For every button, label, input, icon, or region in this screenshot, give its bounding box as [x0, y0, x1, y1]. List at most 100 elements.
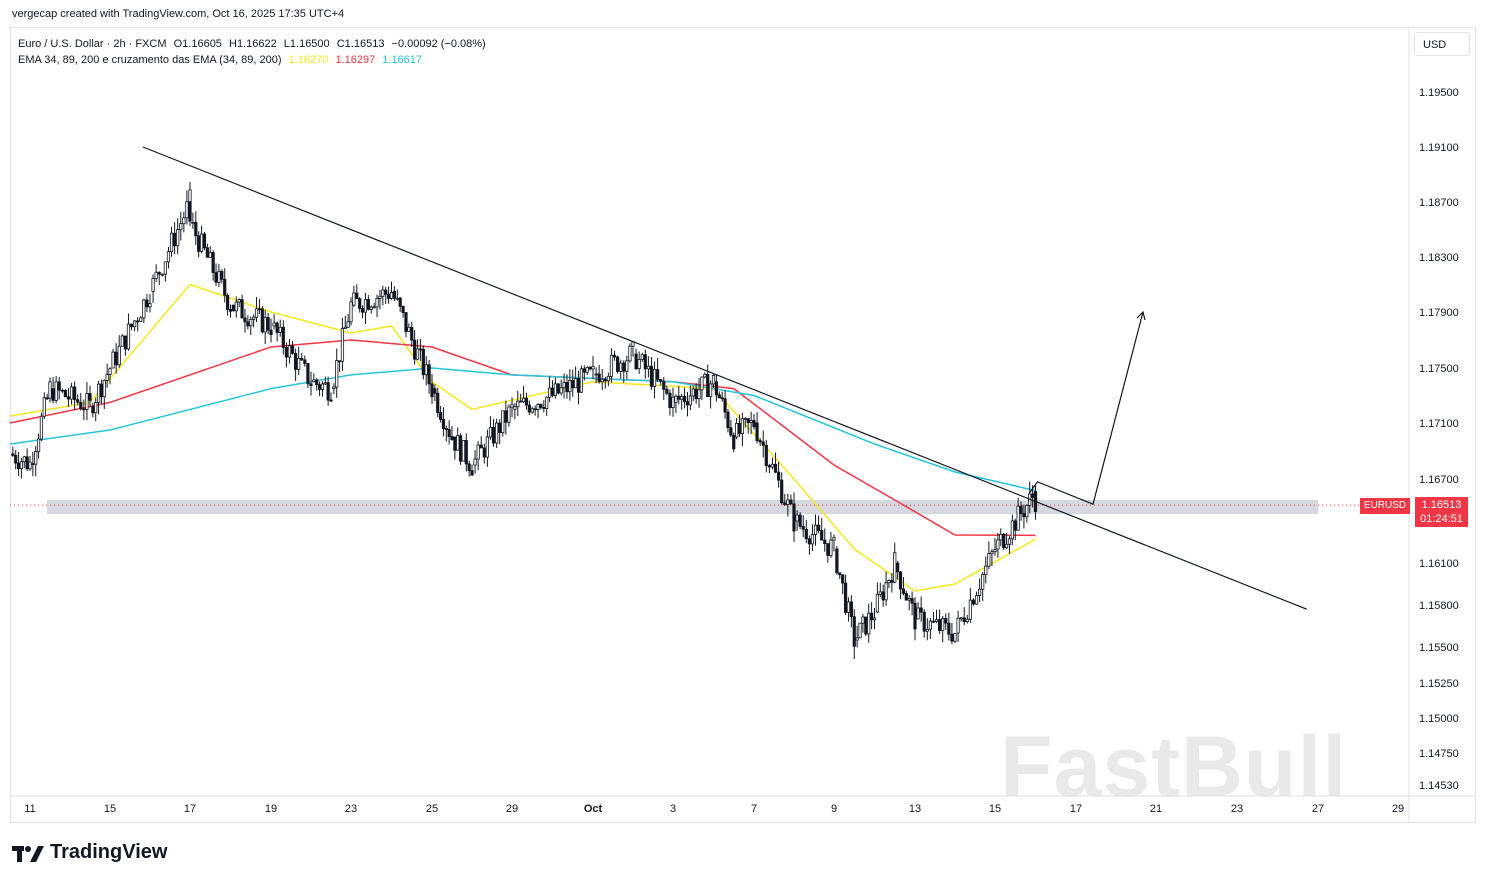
candle-body [823, 539, 827, 544]
candle-body [464, 440, 468, 465]
x-tick-label: 13 [909, 803, 921, 815]
candle-body [96, 383, 101, 403]
candle-body [28, 461, 32, 470]
candle-body [430, 383, 434, 398]
candle-body [349, 301, 353, 323]
candle-body [959, 617, 963, 620]
candle-body [887, 580, 891, 584]
candle-body [792, 503, 796, 532]
candle-body [436, 392, 440, 413]
candle-body [126, 323, 131, 350]
candle-body [485, 436, 489, 458]
candle-body [764, 444, 768, 466]
ohlc-close: C1.16513 [336, 38, 385, 50]
candle-body [556, 383, 560, 394]
candle-body [39, 415, 44, 440]
candle-body [392, 290, 396, 299]
candle-body [211, 252, 215, 273]
ema-34-value: 1.16270 [288, 54, 329, 66]
candle-body [54, 381, 58, 401]
candle-body [317, 384, 322, 390]
candle-body [102, 380, 106, 398]
candle-body [524, 397, 529, 406]
currency-selector[interactable]: USD [1414, 32, 1470, 56]
candle-body [925, 628, 929, 632]
candle-body [723, 398, 727, 413]
candle-body [990, 551, 994, 555]
candle-body [553, 383, 557, 396]
candle-body [284, 346, 288, 358]
candle-body [656, 369, 660, 380]
candle-body [335, 360, 339, 388]
candle-body [901, 588, 906, 594]
candle-body [996, 539, 1000, 550]
candle-body [88, 393, 92, 401]
x-tick-label: 23 [1231, 803, 1243, 815]
candle-body [185, 201, 189, 219]
candle-body [875, 594, 879, 613]
candle-body [1031, 493, 1035, 498]
candle-body [703, 374, 707, 378]
candle-body [533, 408, 537, 411]
candle-body [709, 383, 713, 398]
candle-body [179, 223, 183, 230]
indicator-label[interactable]: EMA 34, 89, 200 e cruzamento das EMA (34… [18, 54, 282, 66]
watermark-text: FastBull [1000, 719, 1348, 815]
candle-body [31, 463, 35, 466]
candle-body [57, 381, 61, 391]
candle-body [832, 536, 836, 541]
candle-body [476, 444, 480, 460]
candle-body [114, 351, 118, 366]
candle-body [123, 335, 127, 350]
symbol-name[interactable]: Euro / U.S. Dollar · 2h · FXCM [18, 38, 167, 50]
candle-body [574, 378, 578, 389]
candle-body [588, 367, 592, 370]
candle-body [237, 299, 241, 303]
candle-body [157, 271, 161, 275]
candle-body [470, 470, 474, 476]
candle-body [1025, 504, 1029, 518]
candle-body [42, 397, 46, 417]
candle-body [133, 320, 137, 328]
candle-body [619, 362, 623, 372]
candle-body [287, 345, 292, 358]
candle-body [646, 365, 650, 370]
candle-body [166, 251, 171, 263]
candle-body [401, 305, 405, 313]
y-tick-label: 1.15800 [1419, 600, 1459, 612]
x-tick-label: 29 [506, 803, 518, 815]
candle-body [694, 388, 698, 400]
candle-body [867, 612, 871, 635]
candle-body [154, 271, 158, 279]
chart-legend: Euro / U.S. Dollar · 2h · FXCM O1.16605 … [18, 36, 490, 68]
x-tick-label: 21 [1150, 803, 1162, 815]
candle-body [194, 221, 198, 237]
candle-body [312, 379, 316, 383]
candle-body [136, 320, 140, 323]
candle-body [82, 408, 86, 411]
candle-body [129, 323, 134, 328]
candle-body [542, 407, 546, 409]
candle-body [826, 543, 830, 556]
tradingview-logo[interactable]: TradingView [12, 841, 167, 864]
candle-body [659, 379, 663, 382]
candle-body [820, 530, 824, 541]
x-tick-label: 11 [24, 803, 35, 815]
ema-line-2 [9, 367, 1036, 492]
candle-body [1010, 520, 1014, 540]
candle-body [527, 404, 531, 413]
candle-body [220, 271, 224, 280]
candle-body [519, 400, 523, 403]
candle-body [536, 403, 540, 411]
x-tick-label: 17 [1070, 803, 1082, 815]
candle-body [507, 406, 511, 423]
indicator-row: EMA 34, 89, 200 e cruzamento das EMA (34… [18, 52, 490, 68]
candle-body [346, 321, 350, 328]
candle-body [910, 598, 914, 604]
candle-body [872, 617, 877, 621]
candle-body [841, 574, 845, 584]
candle-body [266, 316, 270, 331]
candle-body [622, 362, 626, 372]
candle-body [217, 271, 221, 283]
